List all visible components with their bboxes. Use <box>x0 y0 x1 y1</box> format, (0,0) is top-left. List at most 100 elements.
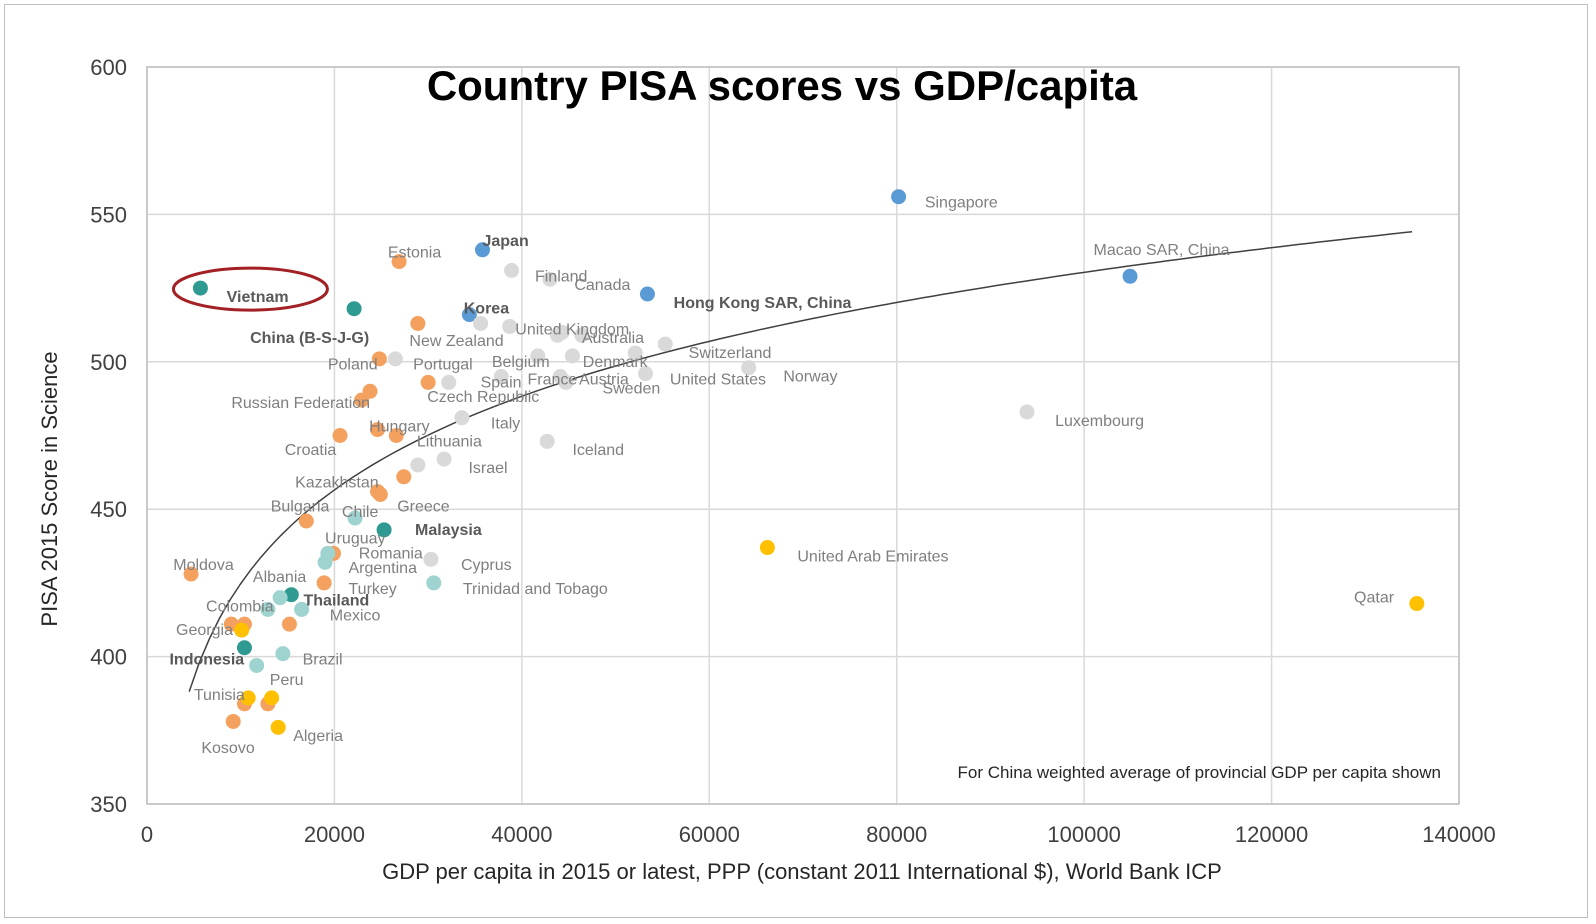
point-belgium <box>530 348 546 364</box>
point-label: Qatar <box>1354 590 1395 607</box>
point-label: Switzerland <box>689 345 772 362</box>
point-label: Algeria <box>293 728 343 745</box>
point-brazil <box>275 646 291 662</box>
point-malaysia <box>376 522 392 538</box>
point-label: Argentina <box>348 560 417 577</box>
point-label: Georgia <box>176 622 233 639</box>
x-axis-ticks: 0 20000 40000 60000 80000 100000 120000 140000 <box>141 822 1496 847</box>
point-lithuania <box>388 428 404 443</box>
point-norway <box>741 360 757 376</box>
point-label: New Zealand <box>409 333 503 350</box>
point-united-arab-emirates <box>759 540 775 556</box>
point-label: Brazil <box>303 652 343 669</box>
point-label: Spain <box>481 374 522 391</box>
point-label: Hong Kong SAR, China <box>674 295 852 312</box>
point-albania <box>281 616 297 632</box>
point-label: Hungary <box>369 419 429 436</box>
point-label: Denmark <box>583 354 649 371</box>
point-vietnam <box>192 280 208 296</box>
chart-footnote: For China weighted average of provincial… <box>957 763 1441 782</box>
point-jordan <box>234 622 250 638</box>
y-axis-ticks: 350 400 450 500 550 600 <box>90 55 127 817</box>
x-tick-label: 120000 <box>1235 822 1308 847</box>
point-label: Cyprus <box>461 557 512 574</box>
point-croatia <box>332 428 348 443</box>
point-label: Bulgaria <box>271 498 330 515</box>
point-labels: Singapore Japan Estonia Macao SAR, China Fin… <box>169 195 1394 757</box>
point-israel <box>436 451 452 467</box>
point-hong-kong-sar-china <box>639 286 655 302</box>
x-tick-label: 80000 <box>866 822 927 847</box>
point-poland <box>371 351 387 367</box>
point-denmark <box>564 348 580 364</box>
point-japan <box>474 242 490 258</box>
point-mexico <box>294 601 310 617</box>
point-china-b-s-j-g <box>346 301 362 317</box>
point-label: Trinidad and Tobago <box>463 581 608 598</box>
point-iceland <box>539 433 555 449</box>
y-tick-label: 600 <box>90 55 127 80</box>
point-label: Estonia <box>388 245 441 262</box>
point-malta <box>410 457 426 473</box>
point-label: Iceland <box>572 442 624 459</box>
point-cyprus <box>423 551 439 567</box>
point-label: Vietnam <box>227 289 289 306</box>
x-axis-title: GDP per capita in 2015 or latest, PPP (c… <box>382 859 1222 884</box>
point-united-states <box>638 366 654 382</box>
x-tick-label: 40000 <box>491 822 552 847</box>
point-thailand <box>283 587 299 603</box>
point-slovak-republic <box>396 469 412 485</box>
point-spain <box>441 374 457 390</box>
point-france <box>493 369 509 385</box>
point-label: Korea <box>464 301 509 318</box>
point-moldova <box>183 566 199 582</box>
point-label: Japan <box>482 233 528 250</box>
point-label: Malaysia <box>415 522 482 539</box>
point-label: Mexico <box>330 607 381 624</box>
x-tick-label: 20000 <box>304 822 365 847</box>
point-germany <box>549 327 565 343</box>
point-trinidad-and-tobago <box>426 575 442 591</box>
point-label: Indonesia <box>169 652 244 669</box>
data-points <box>183 189 1425 735</box>
point-label: Singapore <box>925 195 998 212</box>
x-tick-label: 0 <box>141 822 153 847</box>
point-lebanon <box>264 690 280 706</box>
y-tick-label: 550 <box>90 202 127 227</box>
point-switzerland <box>657 336 673 352</box>
point-kosovo <box>225 713 241 729</box>
point-label: Czech Republic <box>427 389 539 406</box>
point-label: Peru <box>270 672 304 689</box>
point-algeria <box>270 719 286 735</box>
point-new-zealand <box>473 315 489 331</box>
point-canada <box>542 271 558 287</box>
point-chile <box>347 510 363 526</box>
point-label: Luxembourg <box>1055 413 1144 430</box>
point-tunisia <box>240 690 256 706</box>
point-label: Chile <box>342 504 379 521</box>
point-label: China (B-S-J-G) <box>250 330 369 347</box>
point-label: Poland <box>328 357 378 374</box>
point-portugal <box>387 351 403 367</box>
point-label: Albania <box>253 569 306 586</box>
point-label: Norway <box>783 369 837 386</box>
point-label: Moldova <box>173 557 234 574</box>
point-label: United Kingdom <box>515 321 629 338</box>
point-label: Portugal <box>413 357 473 374</box>
point-label: Italy <box>491 416 520 433</box>
plot-area-border <box>146 66 1460 805</box>
point-label: Uruguay <box>325 531 385 548</box>
point-luxembourg <box>1019 404 1035 420</box>
y-tick-label: 450 <box>90 497 127 522</box>
point-label: Tunisia <box>194 687 245 704</box>
point-label: Australia <box>582 330 644 347</box>
point-label: Russian Federation <box>231 395 370 412</box>
point-latvia <box>362 383 378 399</box>
point-bulgaria <box>298 513 314 529</box>
x-tick-label: 60000 <box>679 822 740 847</box>
y-tick-label: 400 <box>90 645 127 670</box>
point-label: Canada <box>574 277 630 294</box>
vietnam-highlight-ring <box>171 266 329 312</box>
point-label: Thailand <box>304 593 370 610</box>
point-costa-rica <box>272 590 288 606</box>
